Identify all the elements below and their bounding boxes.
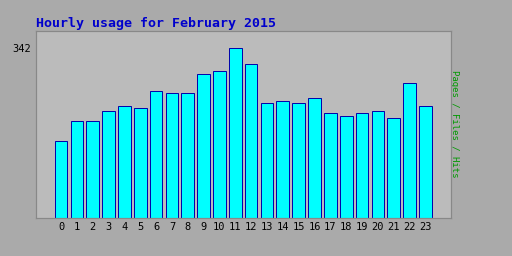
Bar [150,91,162,218]
Bar [419,106,432,218]
Bar [87,121,99,218]
Bar [308,98,321,218]
Bar [181,93,194,218]
Bar [356,113,368,218]
Bar [102,111,115,218]
Bar [71,121,83,218]
Bar [276,101,289,218]
Bar [324,113,337,218]
Bar [197,73,210,218]
Bar [245,63,258,218]
Bar [213,71,226,218]
Bar [165,93,178,218]
Y-axis label: Pages / Files / Hits: Pages / Files / Hits [450,70,459,178]
Bar [372,111,384,218]
Bar [292,103,305,218]
Bar [118,106,131,218]
Text: Hourly usage for February 2015: Hourly usage for February 2015 [36,17,276,29]
Bar [261,103,273,218]
Bar [403,83,416,218]
Bar [229,48,242,218]
Bar [340,116,352,218]
Bar [134,108,146,218]
Bar [388,118,400,218]
Bar [55,141,68,218]
